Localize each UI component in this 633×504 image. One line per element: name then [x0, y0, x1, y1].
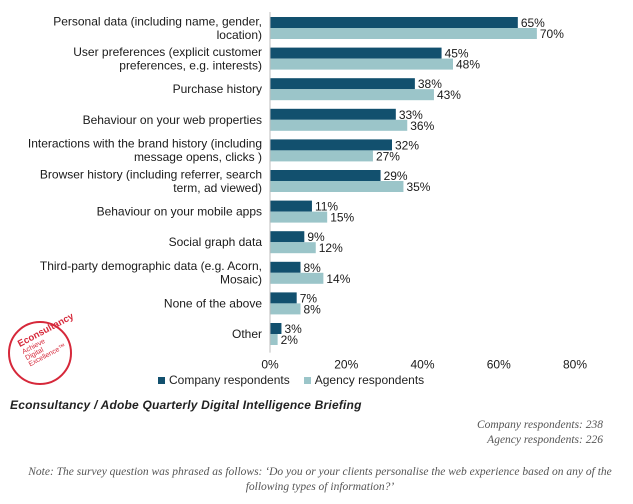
bar-agency-none-of-the-above — [270, 303, 301, 315]
bar-agency-purchase-history — [270, 89, 434, 101]
bar-agency-interactions-with-the-brand-history-incl — [270, 150, 373, 162]
category-label-interactions-with-the-brand-history-incl: Interactions with the brand history (inc… — [28, 137, 262, 165]
bar-company-behaviour-on-your-web-properties — [270, 108, 396, 120]
x-tick-label-20: 20% — [334, 358, 358, 372]
bar-agency-other — [270, 334, 278, 345]
value-label-agency-user-preferences-explicit-customer-prefe: 48% — [456, 58, 480, 72]
category-label-none-of-the-above: None of the above — [164, 296, 262, 310]
bar-company-browser-history-including-referrer-searc — [270, 170, 381, 181]
x-tick-label-0: 0% — [261, 358, 279, 372]
value-label-agency-browser-history-including-referrer-searc: 35% — [406, 180, 430, 194]
legend-label-company: Company respondents — [169, 373, 290, 387]
bar-company-interactions-with-the-brand-history-incl — [270, 139, 392, 151]
value-label-company-other: 3% — [284, 322, 302, 336]
value-label-agency-behaviour-on-your-mobile-apps: 15% — [330, 211, 354, 225]
category-label-purchase-history: Purchase history — [173, 82, 262, 96]
bar-agency-user-preferences-explicit-customer-prefe — [270, 58, 453, 70]
bar-company-behaviour-on-your-mobile-apps — [270, 200, 312, 212]
category-label-browser-history-including-referrer-searc: Browser history (including referrer, sea… — [40, 167, 262, 195]
bar-company-none-of-the-above — [270, 292, 297, 304]
x-tick-label-80: 80% — [563, 358, 587, 372]
legend: Company respondents Agency respondents — [158, 373, 424, 387]
source-text: Econsultancy / Adobe Quarterly Digital I… — [10, 398, 362, 412]
value-label-company-social-graph-data: 9% — [307, 230, 325, 244]
value-label-company-third-party-demographic-data-e-g-acorn-m: 8% — [304, 261, 322, 275]
value-label-agency-interactions-with-the-brand-history-incl: 27% — [376, 149, 400, 163]
value-label-agency-other: 2% — [281, 333, 299, 347]
agency-respondent-count: Agency respondents: 226 — [487, 434, 603, 446]
value-label-agency-none-of-the-above: 8% — [304, 302, 322, 316]
value-label-agency-third-party-demographic-data-e-g-acorn-m: 14% — [326, 272, 350, 286]
bar-agency-browser-history-including-referrer-searc — [270, 181, 404, 192]
company-respondent-count: Company respondents: 238 — [476, 419, 603, 431]
logo-circle-icon — [8, 321, 72, 385]
value-label-company-none-of-the-above: 7% — [300, 291, 318, 305]
category-label-behaviour-on-your-mobile-apps: Behaviour on your mobile apps — [97, 205, 262, 219]
labels-layer: Personal data (including name, gender, lo… — [28, 14, 564, 347]
bar-company-third-party-demographic-data-e-g-acorn-m — [270, 261, 301, 273]
value-label-company-browser-history-including-referrer-searc: 29% — [384, 169, 408, 183]
bar-agency-behaviour-on-your-web-properties — [270, 119, 408, 131]
value-label-agency-personal-data-including-name-gender-loca: 70% — [540, 27, 564, 41]
x-tick-label-40: 40% — [410, 358, 434, 372]
bar-agency-social-graph-data — [270, 242, 316, 254]
category-label-personal-data-including-name-gender-loca: Personal data (including name, gender, lo… — [53, 14, 262, 42]
legend-label-agency: Agency respondents — [314, 373, 425, 387]
bar-agency-third-party-demographic-data-e-g-acorn-m — [270, 272, 324, 284]
bar-agency-personal-data-including-name-gender-loca — [270, 28, 537, 39]
value-label-agency-behaviour-on-your-web-properties: 36% — [410, 119, 434, 133]
value-label-company-interactions-with-the-brand-history-incl: 32% — [395, 138, 419, 152]
value-label-company-behaviour-on-your-mobile-apps: 11% — [315, 200, 338, 214]
value-label-agency-social-graph-data: 12% — [319, 241, 343, 255]
x-axis: 0% 20% 40% 60% 80% — [261, 12, 587, 372]
value-label-company-user-preferences-explicit-customer-prefe: 45% — [445, 47, 469, 61]
respondent-counts: Company respondents: 238 Agency responde… — [477, 418, 603, 448]
legend-item-agency: Agency respondents — [303, 373, 425, 387]
value-label-company-personal-data-including-name-gender-loca: 65% — [521, 16, 545, 30]
value-label-company-behaviour-on-your-web-properties: 33% — [399, 108, 423, 122]
legend-swatch-agency — [303, 376, 311, 384]
category-label-behaviour-on-your-web-properties: Behaviour on your web properties — [83, 113, 262, 127]
legend-item-company: Company respondents — [158, 373, 290, 387]
x-tick-label-60: 60% — [487, 358, 511, 372]
bar-company-personal-data-including-name-gender-loca — [270, 17, 518, 28]
bar-agency-behaviour-on-your-mobile-apps — [270, 211, 328, 223]
value-label-agency-purchase-history: 43% — [437, 88, 461, 102]
bar-company-purchase-history — [270, 78, 415, 90]
legend-swatch-company — [158, 376, 165, 384]
bars-layer — [270, 17, 537, 345]
category-label-third-party-demographic-data-e-g-acorn-m: Third-party demographic data (e.g. Acorn… — [40, 259, 262, 287]
category-label-other: Other — [232, 327, 262, 341]
bar-company-user-preferences-explicit-customer-prefe — [270, 47, 442, 59]
econsultancy-logo: Econsultancy Achieve Digital Excellence™ — [6, 311, 76, 388]
bar-company-other — [270, 323, 282, 334]
value-label-company-purchase-history: 38% — [418, 77, 442, 91]
bar-company-social-graph-data — [270, 231, 305, 243]
survey-note: Note: The survey question was phrased as… — [28, 466, 612, 493]
bar-chart: Personal data (including name, gender, lo… — [28, 12, 587, 372]
category-label-social-graph-data: Social graph data — [169, 235, 263, 249]
category-label-user-preferences-explicit-customer-prefe: User preferences (explicit customer prefe… — [73, 45, 262, 73]
